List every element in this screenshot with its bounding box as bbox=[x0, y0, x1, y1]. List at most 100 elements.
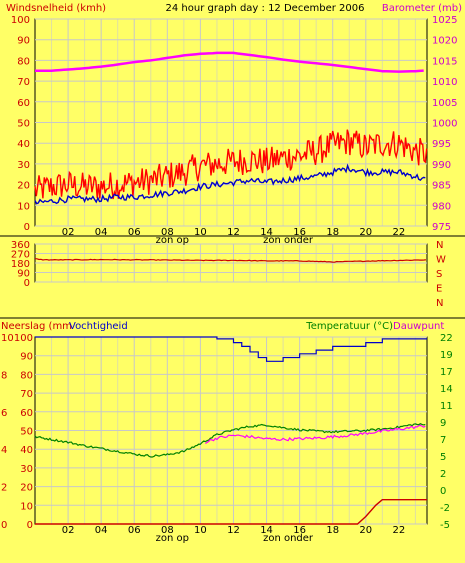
time-tick-label: 02 bbox=[62, 227, 75, 238]
time-tick-label: 08 bbox=[161, 525, 174, 536]
wind-right-tick: 1015 bbox=[432, 56, 457, 67]
rain-title: Neerslag (mm bbox=[1, 321, 72, 332]
humidity-tick: 100 bbox=[14, 333, 33, 344]
wind-right-tick: 995 bbox=[432, 139, 451, 150]
wind-right-tick: 1000 bbox=[432, 119, 457, 130]
barometer-title: Barometer (mb) bbox=[382, 3, 462, 14]
temperature-tick: 7 bbox=[440, 435, 446, 446]
dewpoint-line bbox=[205, 424, 426, 445]
wind-right-tick: 1010 bbox=[432, 77, 457, 88]
humidity-tick: 40 bbox=[20, 445, 33, 456]
wind-left-tick: 90 bbox=[17, 36, 30, 47]
rain-tick: 6 bbox=[1, 408, 7, 419]
time-tick-label: 22 bbox=[393, 227, 406, 238]
wind-left-tick: 80 bbox=[17, 56, 30, 67]
temperature-title: Temperatuur (°C) bbox=[305, 321, 393, 332]
direction-left-tick: 180 bbox=[11, 259, 30, 270]
direction-left-tick: 270 bbox=[11, 250, 30, 261]
wind-left-tick: 100 bbox=[11, 15, 30, 26]
wind-left-tick: 30 bbox=[17, 160, 30, 171]
humidity-tick: 20 bbox=[20, 483, 33, 494]
wind-average-line bbox=[34, 163, 426, 205]
time-tick-label: 08 bbox=[161, 227, 174, 238]
labels-layer: Windsnelheid (kmh) 24 hour graph day : 1… bbox=[1, 3, 462, 544]
sunrise-label: zon op bbox=[156, 533, 189, 544]
wind-right-tick: 985 bbox=[432, 181, 451, 192]
sunset-label: zon onder bbox=[263, 235, 314, 246]
humidity-line bbox=[35, 336, 427, 362]
panel-frames bbox=[0, 18, 465, 525]
sunrise-label: zon op bbox=[156, 235, 189, 246]
rain-tick: 8 bbox=[1, 370, 7, 381]
time-tick-label: 20 bbox=[359, 525, 372, 536]
temperature-tick: -5 bbox=[440, 520, 450, 531]
time-tick-label: 16 bbox=[293, 525, 306, 536]
temperature-tick: 17 bbox=[440, 367, 453, 378]
time-tick-label: 10 bbox=[194, 227, 207, 238]
humidity-title: Vochtigheid bbox=[69, 321, 128, 332]
time-tick-label: 12 bbox=[227, 525, 240, 536]
time-tick-label: 20 bbox=[359, 227, 372, 238]
dewpoint-title: Dauwpunt bbox=[393, 321, 444, 332]
time-tick-label: 04 bbox=[95, 525, 108, 536]
time-tick-label: 14 bbox=[260, 227, 273, 238]
wind-right-tick: 1005 bbox=[432, 98, 457, 109]
rain-tick: 2 bbox=[1, 483, 7, 494]
temperature-tick: 5 bbox=[440, 452, 446, 463]
compass-label: E bbox=[436, 284, 442, 295]
wind-right-tick: 980 bbox=[432, 201, 451, 212]
wind-speed-title: Windsnelheid (kmh) bbox=[6, 3, 106, 14]
temperature-tick: 2 bbox=[440, 469, 446, 480]
time-tick-label: 04 bbox=[95, 227, 108, 238]
wind-left-tick: 10 bbox=[17, 201, 30, 212]
time-tick-label: 18 bbox=[326, 525, 339, 536]
chart-title: 24 hour graph day : 12 December 2006 bbox=[166, 3, 365, 14]
rain-line bbox=[35, 499, 427, 525]
humidity-tick: 80 bbox=[20, 370, 33, 381]
humidity-tick: 60 bbox=[20, 408, 33, 419]
time-tick-label: 14 bbox=[260, 525, 273, 536]
direction-left-tick: 0 bbox=[24, 278, 30, 289]
direction-left-tick: 360 bbox=[11, 240, 30, 251]
wind-left-tick: 0 bbox=[24, 222, 30, 233]
humidity-tick: 50 bbox=[20, 427, 33, 438]
wind-left-tick: 40 bbox=[17, 139, 30, 150]
time-tick-label: 10 bbox=[194, 525, 207, 536]
rain-tick: 10 bbox=[1, 333, 14, 344]
temperature-tick: 9 bbox=[440, 418, 446, 429]
compass-label: S bbox=[436, 269, 442, 280]
humidity-tick: 10 bbox=[20, 501, 33, 512]
wind-right-tick: 1025 bbox=[432, 15, 457, 26]
wind-left-tick: 20 bbox=[17, 181, 30, 192]
rain-tick: 0 bbox=[1, 520, 7, 531]
compass-label: W bbox=[436, 255, 446, 266]
humidity-tick: 90 bbox=[20, 352, 33, 363]
temperature-tick: 22 bbox=[440, 333, 453, 344]
wind-right-tick: 975 bbox=[432, 222, 451, 233]
sunset-label: zon onder bbox=[263, 533, 314, 544]
humidity-tick: 70 bbox=[20, 389, 33, 400]
time-tick-label: 16 bbox=[293, 227, 306, 238]
time-tick-label: 06 bbox=[128, 525, 141, 536]
temperature-tick: -2 bbox=[440, 503, 450, 514]
wind-right-tick: 1020 bbox=[432, 36, 457, 47]
series-layer bbox=[34, 51, 428, 525]
humidity-tick: 0 bbox=[27, 520, 33, 531]
wind-direction-line bbox=[34, 258, 427, 263]
time-tick-label: 18 bbox=[326, 227, 339, 238]
wind-left-tick: 60 bbox=[17, 98, 30, 109]
barometer-line bbox=[35, 51, 424, 73]
temperature-tick: 14 bbox=[440, 384, 453, 395]
temperature-tick: 19 bbox=[440, 350, 453, 361]
wind-left-tick: 50 bbox=[17, 119, 30, 130]
wind-right-tick: 990 bbox=[432, 160, 451, 171]
time-tick-label: 06 bbox=[128, 227, 141, 238]
temperature-line bbox=[34, 423, 426, 458]
wind-gust-line bbox=[34, 129, 428, 200]
grid-lines bbox=[35, 18, 427, 525]
time-tick-label: 02 bbox=[62, 525, 75, 536]
rain-tick: 4 bbox=[1, 445, 7, 456]
humidity-tick: 30 bbox=[20, 464, 33, 475]
temperature-tick: 0 bbox=[440, 486, 446, 497]
